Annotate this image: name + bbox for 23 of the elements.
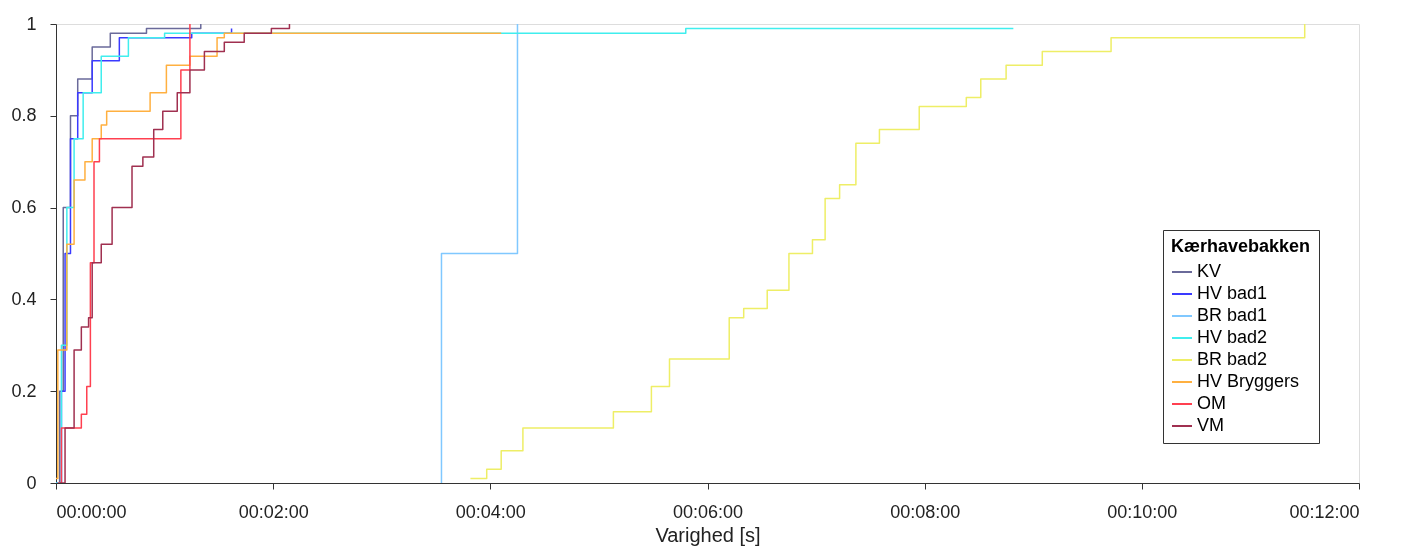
legend-label: BR bad2 (1197, 349, 1268, 369)
legend-label: HV bad2 (1197, 327, 1268, 347)
x-tick-label: 00:08:00 (890, 501, 961, 522)
legend-label: HV bad1 (1197, 283, 1268, 303)
x-tick-label: 00:02:00 (238, 501, 309, 522)
y-tick-label: 0.2 (11, 380, 37, 401)
y-tick-label: 0.6 (11, 197, 37, 218)
y-tick-label: 1 (26, 13, 37, 34)
x-tick-label: 00:00:00 (56, 501, 127, 522)
y-tick-label: 0 (26, 472, 37, 493)
legend-label: HV Bryggers (1197, 371, 1300, 391)
x-tick-label: 00:06:00 (672, 501, 744, 522)
y-tick-label: 0.8 (11, 105, 37, 126)
x-tick-label: 00:10:00 (1107, 501, 1178, 522)
legend-title: Kærhavebakken (1171, 236, 1311, 256)
x-axis-title: Varighed [s] (655, 523, 761, 546)
legend-label: KV (1197, 261, 1222, 281)
legend-label: OM (1197, 393, 1226, 413)
legend-label: BR bad1 (1197, 305, 1268, 325)
y-tick-label: 0.4 (11, 288, 37, 309)
legend-label: VM (1197, 415, 1224, 435)
x-tick-label: 00:12:00 (1289, 501, 1360, 522)
x-tick-label: 00:04:00 (455, 501, 526, 522)
